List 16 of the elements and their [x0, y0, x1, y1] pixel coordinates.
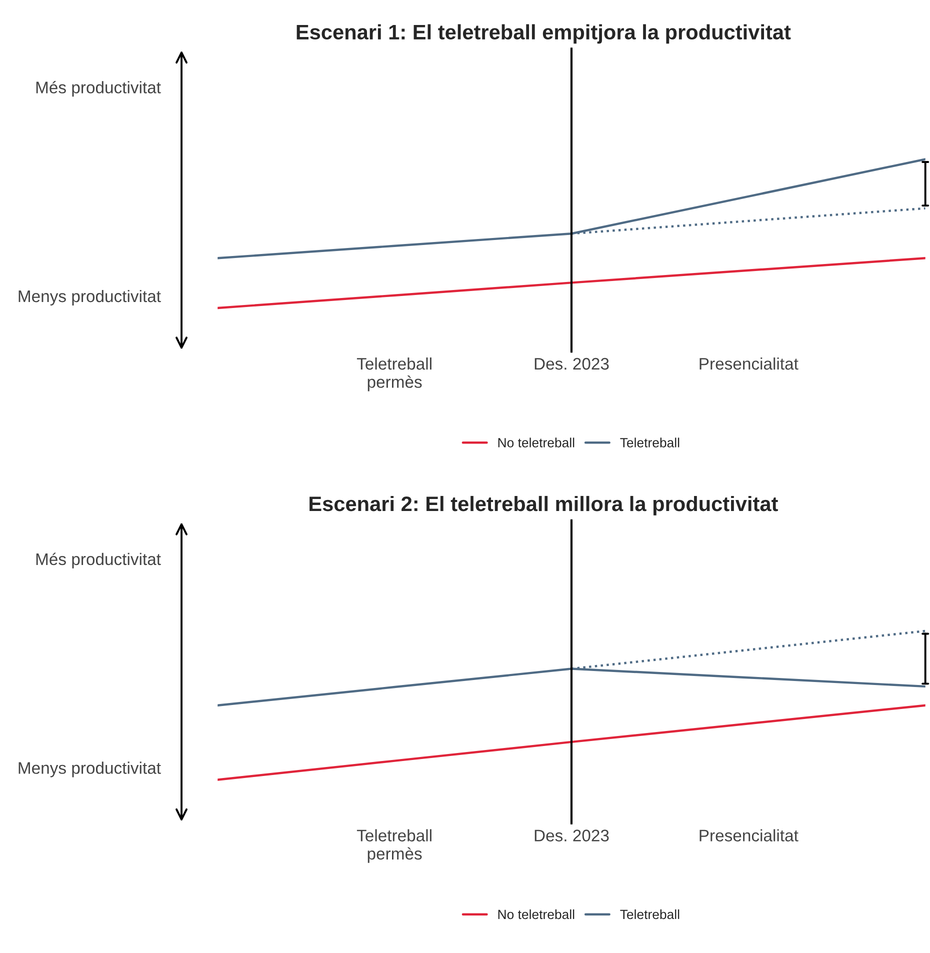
x-tick-label: Des. 2023: [534, 358, 609, 370]
legend-label: No teletreball: [498, 438, 574, 448]
annotation: Menys productivitat: [18, 762, 161, 778]
x-tick-label: Presencialitat: [700, 357, 798, 370]
annotation: Menys productivitat: [18, 290, 161, 306]
x-tick-label: Teletreball permès: [356, 357, 432, 392]
x-tick-label: Presencialitat: [700, 829, 798, 842]
text: Més productivitat: [36, 552, 161, 568]
chart-title: Escenari 2: El teletreball millora la productivitat: [310, 496, 778, 516]
x-tick-label: Des. 2023: [534, 830, 609, 842]
text: Més productivitat: [36, 80, 161, 97]
x-tick-label: Teletreball permès: [356, 829, 432, 863]
legend-label: Teletreball: [620, 438, 680, 448]
legend-label: No teletreball: [498, 909, 574, 920]
legend-label: Teletreball: [620, 909, 680, 920]
chart-title: Escenari 1: El teletreball empitjora la productivitat: [296, 24, 791, 44]
